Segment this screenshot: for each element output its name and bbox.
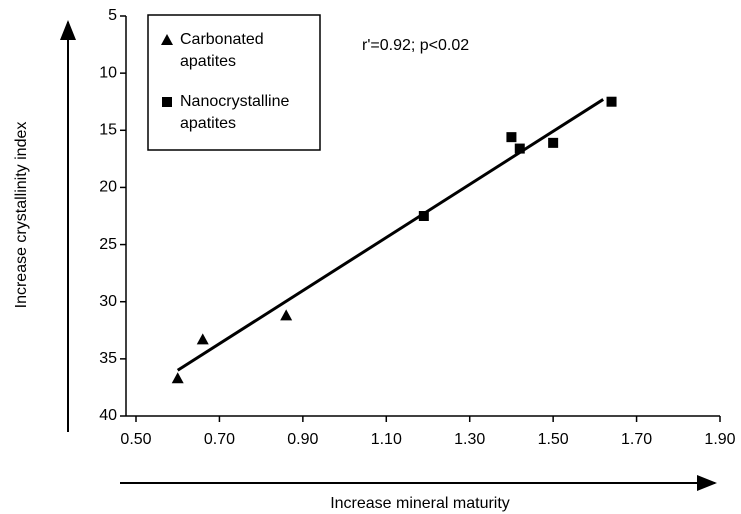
trendline (176, 98, 605, 372)
y-tick-label: 15 (99, 122, 117, 139)
x-tick-label: 0.90 (287, 431, 318, 448)
y-tick-label: 40 (99, 407, 117, 424)
point (418, 211, 429, 221)
y-tick-label: 30 (99, 293, 117, 310)
x-tick-label: 1.90 (704, 431, 735, 448)
x-tick-label: 1.10 (371, 431, 402, 448)
legend-box (147, 14, 321, 151)
point (196, 333, 209, 345)
legend-label: Nanocrystalline apatites (180, 93, 290, 132)
point (280, 309, 293, 321)
y-tick-label: 35 (99, 350, 117, 367)
x-tick-label: 1.50 (538, 431, 569, 448)
x-tick-label: 1.30 (454, 431, 485, 448)
legend-marker (161, 34, 173, 45)
point (606, 96, 617, 107)
legend-label: Carbonated apatites (180, 31, 264, 70)
y-axis-label: Increase crystallinity index (13, 122, 30, 309)
point (548, 137, 559, 148)
x-tick-label: 1.70 (621, 431, 652, 448)
x-tick-label: 0.70 (204, 431, 235, 448)
y-tick-label: 25 (99, 236, 117, 253)
annotation: r'=0.92; p<0.02 (362, 37, 469, 54)
point (506, 132, 517, 143)
legend-marker (162, 97, 172, 107)
y-tick-label: 5 (108, 7, 117, 24)
y-tick-label: 10 (99, 64, 117, 81)
y-tick-label: 20 (99, 179, 117, 196)
point (171, 372, 184, 384)
x-tick-label: 0.50 (120, 431, 151, 448)
x-axis-label: Increase mineral maturity (330, 495, 510, 512)
point (514, 143, 525, 154)
